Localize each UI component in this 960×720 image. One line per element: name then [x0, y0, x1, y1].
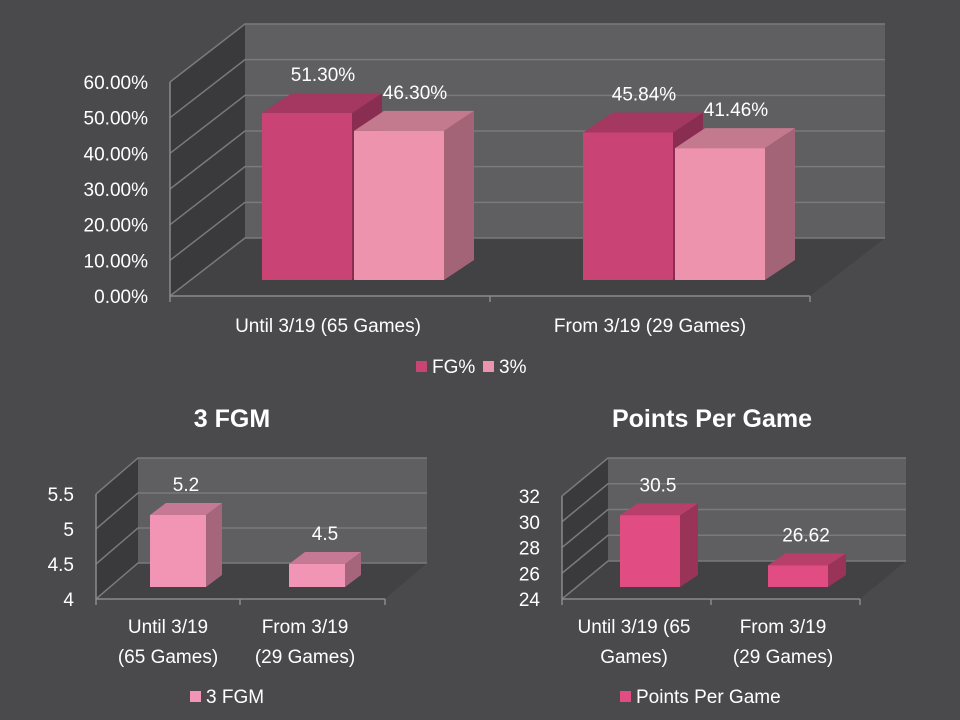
gridline — [95, 492, 427, 530]
chart-title: 3 FGM — [194, 405, 270, 433]
bar-side — [680, 503, 698, 587]
x-category-label: (65 Games) — [118, 647, 218, 668]
bar — [768, 565, 828, 587]
gridline — [169, 94, 885, 154]
bar — [675, 148, 765, 280]
gridline — [169, 23, 885, 83]
bar — [150, 515, 206, 587]
bar-side — [206, 503, 222, 587]
y-tick-label: 50.00% — [84, 109, 149, 130]
bar — [620, 515, 680, 587]
x-category-label: Games) — [600, 647, 668, 668]
gridline — [95, 457, 427, 495]
legend-label: Points Per Game — [636, 687, 781, 708]
bar-top — [262, 93, 382, 114]
bar-top — [583, 112, 703, 133]
gridline — [95, 527, 427, 565]
bar-top — [675, 128, 795, 149]
y-tick-label: 30 — [519, 513, 540, 534]
floor — [562, 561, 906, 599]
gridline — [169, 58, 885, 119]
side-wall — [96, 458, 138, 599]
gridline — [561, 508, 906, 549]
bar-top — [620, 503, 698, 516]
y-tick-label: 24 — [519, 590, 541, 611]
legend-swatch — [190, 691, 201, 702]
bar-side — [444, 110, 474, 280]
y-tick-label: 26 — [519, 564, 540, 585]
legend-label: 3% — [499, 357, 527, 378]
gridline — [561, 457, 906, 497]
bar-top — [768, 553, 846, 566]
x-category-label: (29 Games) — [733, 647, 833, 668]
y-tick-label: 20.00% — [84, 216, 149, 237]
x-category-label: Until 3/19 (65 Games) — [235, 316, 421, 337]
y-tick-label: 5.5 — [48, 485, 74, 506]
bar-side — [828, 553, 846, 587]
y-tick-label: 32 — [519, 487, 540, 508]
bar-side — [765, 128, 795, 280]
bar — [289, 564, 345, 587]
data-label: 30.5 — [640, 475, 677, 496]
x-category-label: From 3/19 (29 Games) — [554, 316, 746, 337]
bar-side — [345, 552, 361, 587]
data-label: 4.5 — [312, 524, 338, 545]
data-label: 26.62 — [782, 525, 830, 546]
x-category-label: (29 Games) — [255, 647, 355, 668]
legend-label: FG% — [432, 357, 475, 378]
data-label: 5.2 — [173, 475, 199, 496]
legend-label: 3 FGM — [206, 687, 264, 708]
y-tick-label: 5 — [63, 520, 74, 541]
gridline — [561, 534, 906, 574]
data-label: 46.30% — [383, 83, 448, 104]
gridline — [561, 483, 906, 523]
y-tick-label: 4 — [63, 590, 74, 611]
bar-top — [289, 552, 361, 564]
y-tick-label: 40.00% — [84, 144, 149, 165]
x-category-label: From 3/19 — [262, 617, 349, 638]
y-tick-label: 4.5 — [48, 555, 74, 576]
y-tick-label: 10.00% — [84, 251, 149, 272]
y-tick-label: 30.00% — [84, 180, 149, 201]
x-category-label: Until 3/19 (65 — [577, 617, 690, 638]
x-category-label: Until 3/19 — [128, 617, 208, 638]
data-label: 41.46% — [704, 100, 769, 121]
y-tick-label: 28 — [519, 539, 540, 560]
bar — [354, 130, 444, 280]
legend-swatch — [483, 361, 494, 372]
data-label: 45.84% — [612, 85, 677, 106]
data-label: 51.30% — [291, 65, 356, 86]
bar-top — [354, 110, 474, 131]
bar-top — [150, 503, 222, 515]
x-category-label: From 3/19 — [740, 617, 827, 638]
legend-swatch — [620, 691, 631, 702]
y-tick-label: 0.00% — [94, 287, 148, 308]
bar — [262, 113, 352, 280]
y-tick-label: 60.00% — [84, 73, 149, 94]
legend-swatch — [416, 361, 427, 372]
bar — [583, 132, 673, 280]
chart-title: Points Per Game — [612, 405, 812, 433]
